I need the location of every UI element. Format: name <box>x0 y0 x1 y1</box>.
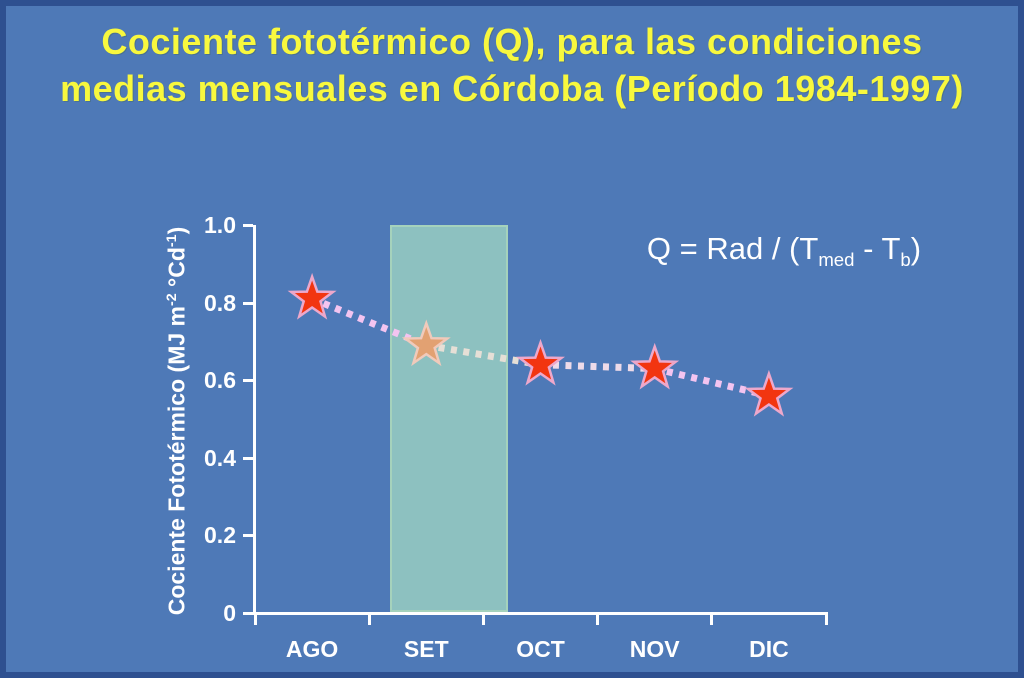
x-axis-line <box>253 612 826 615</box>
y-axis-line <box>253 225 256 615</box>
formula-subscript-b: b <box>900 249 911 271</box>
formula-suffix: ) <box>910 231 922 266</box>
y-axis-tick-label-0.4: 0.4 <box>204 444 236 471</box>
x-axis-label-set: SET <box>403 636 449 662</box>
x-axis-tick-1 <box>367 612 371 625</box>
formula-prefix: Q = Rad / (T <box>646 231 819 266</box>
formula-mid: - T <box>854 231 901 266</box>
data-point-star-set <box>401 319 451 367</box>
highlight-band-set <box>390 225 508 612</box>
y-axis-tick-0 <box>243 612 253 615</box>
y-axis-tick-0.6 <box>243 379 253 383</box>
x-axis-tick-4 <box>710 612 714 625</box>
slide-title: Cociente fototérmico (Q), para las condi… <box>6 18 1018 112</box>
data-point-star-ago <box>287 272 337 320</box>
y-axis-tick-label-0.6: 0.6 <box>204 367 236 394</box>
data-point-star-dic <box>744 369 794 417</box>
formula-subscript-med: med <box>818 249 855 271</box>
x-axis-label-nov: NOV <box>629 636 680 662</box>
x-axis-label-oct: OCT <box>516 636 565 662</box>
y-axis-tick-label-1.0: 1.0 <box>204 212 236 238</box>
y-axis-tick-0.4 <box>243 456 253 460</box>
y-axis-tick-label-0: 0 <box>223 600 236 626</box>
formula-annotation: Q = Rad / (Tmed - Tb) <box>584 230 984 279</box>
slide-title-line2: medias mensuales en Córdoba (Período 198… <box>60 68 964 109</box>
data-point-star-nov <box>630 342 680 390</box>
x-axis-tick-3 <box>596 612 600 625</box>
y-axis-tick-0.2 <box>243 534 253 538</box>
x-axis-tick-0 <box>253 612 257 625</box>
y-axis-tick-1.0 <box>243 224 253 227</box>
x-axis-label-dic: DIC <box>749 636 789 662</box>
y-axis-tick-0.8 <box>243 301 253 305</box>
x-axis-tick-2 <box>481 612 485 625</box>
x-axis-label-ago: AGO <box>285 636 339 662</box>
y-axis-tick-label-0.2: 0.2 <box>204 522 236 549</box>
slide-title-line1: Cociente fototérmico (Q), para las condi… <box>101 21 923 62</box>
y-axis-tick-label-0.8: 0.8 <box>204 289 236 316</box>
x-axis-tick-5 <box>824 612 828 625</box>
data-series-overlay <box>287 272 794 417</box>
data-point-star-oct <box>515 338 566 386</box>
